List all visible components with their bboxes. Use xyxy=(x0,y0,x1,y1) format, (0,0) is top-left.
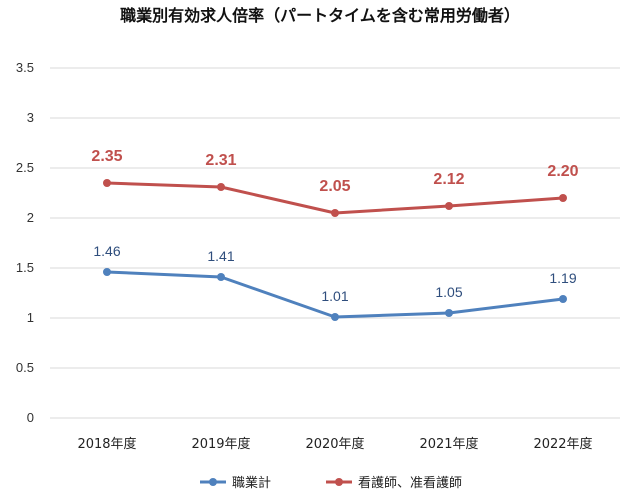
gridlines xyxy=(50,67,620,419)
data-label: 2.12 xyxy=(433,171,464,188)
x-axis-ticks: 2018年度 2019年度 2020年度 2021年度 2022年度 xyxy=(77,436,592,452)
data-label: 2.31 xyxy=(205,152,236,169)
data-label: 1.46 xyxy=(93,243,120,259)
data-point xyxy=(445,202,453,210)
x-tick-label: 2020年度 xyxy=(305,436,364,452)
data-label: 1.01 xyxy=(321,288,348,304)
data-label: 1.41 xyxy=(207,248,234,264)
legend-swatch-marker xyxy=(209,478,217,486)
data-point xyxy=(331,209,339,217)
data-point xyxy=(217,273,225,281)
x-tick-label: 2019年度 xyxy=(191,436,250,452)
legend: 職業計 看護師、准看護師 xyxy=(200,475,462,491)
y-tick-label: 0 xyxy=(27,410,34,425)
data-point xyxy=(559,194,567,202)
y-tick-label: 2 xyxy=(27,210,34,225)
data-point xyxy=(103,179,111,187)
data-label: 1.19 xyxy=(549,270,576,286)
data-point xyxy=(103,268,111,276)
y-tick-label: 1 xyxy=(27,310,34,325)
data-label: 1.05 xyxy=(435,284,462,300)
y-tick-label: 3 xyxy=(27,110,34,125)
chart-title: 職業別有効求人倍率（パートタイムを含む常用労働者） xyxy=(120,6,520,25)
y-tick-label: 3.5 xyxy=(16,60,34,75)
y-tick-label: 2.5 xyxy=(16,160,34,175)
data-point xyxy=(217,183,225,191)
data-point xyxy=(445,309,453,317)
data-label: 2.20 xyxy=(547,163,578,180)
x-tick-label: 2018年度 xyxy=(77,436,136,452)
data-point xyxy=(559,295,567,303)
x-tick-label: 2021年度 xyxy=(419,436,478,452)
legend-label: 看護師、准看護師 xyxy=(358,475,462,491)
data-label: 2.05 xyxy=(319,178,350,195)
x-tick-label: 2022年度 xyxy=(533,436,592,452)
series-layer xyxy=(103,179,567,321)
legend-label: 職業計 xyxy=(232,475,271,491)
legend-swatch-marker xyxy=(335,478,343,486)
y-tick-label: 1.5 xyxy=(16,260,34,275)
data-labels: 1.46 1.41 1.01 1.05 1.19 2.35 2.31 2.05 2.12 2.20 xyxy=(91,148,578,304)
data-point xyxy=(331,313,339,321)
y-axis-ticks: 0 0.5 1 1.5 2 2.5 3 3.5 xyxy=(16,60,34,425)
y-tick-label: 0.5 xyxy=(16,360,34,375)
data-label: 2.35 xyxy=(91,148,122,165)
